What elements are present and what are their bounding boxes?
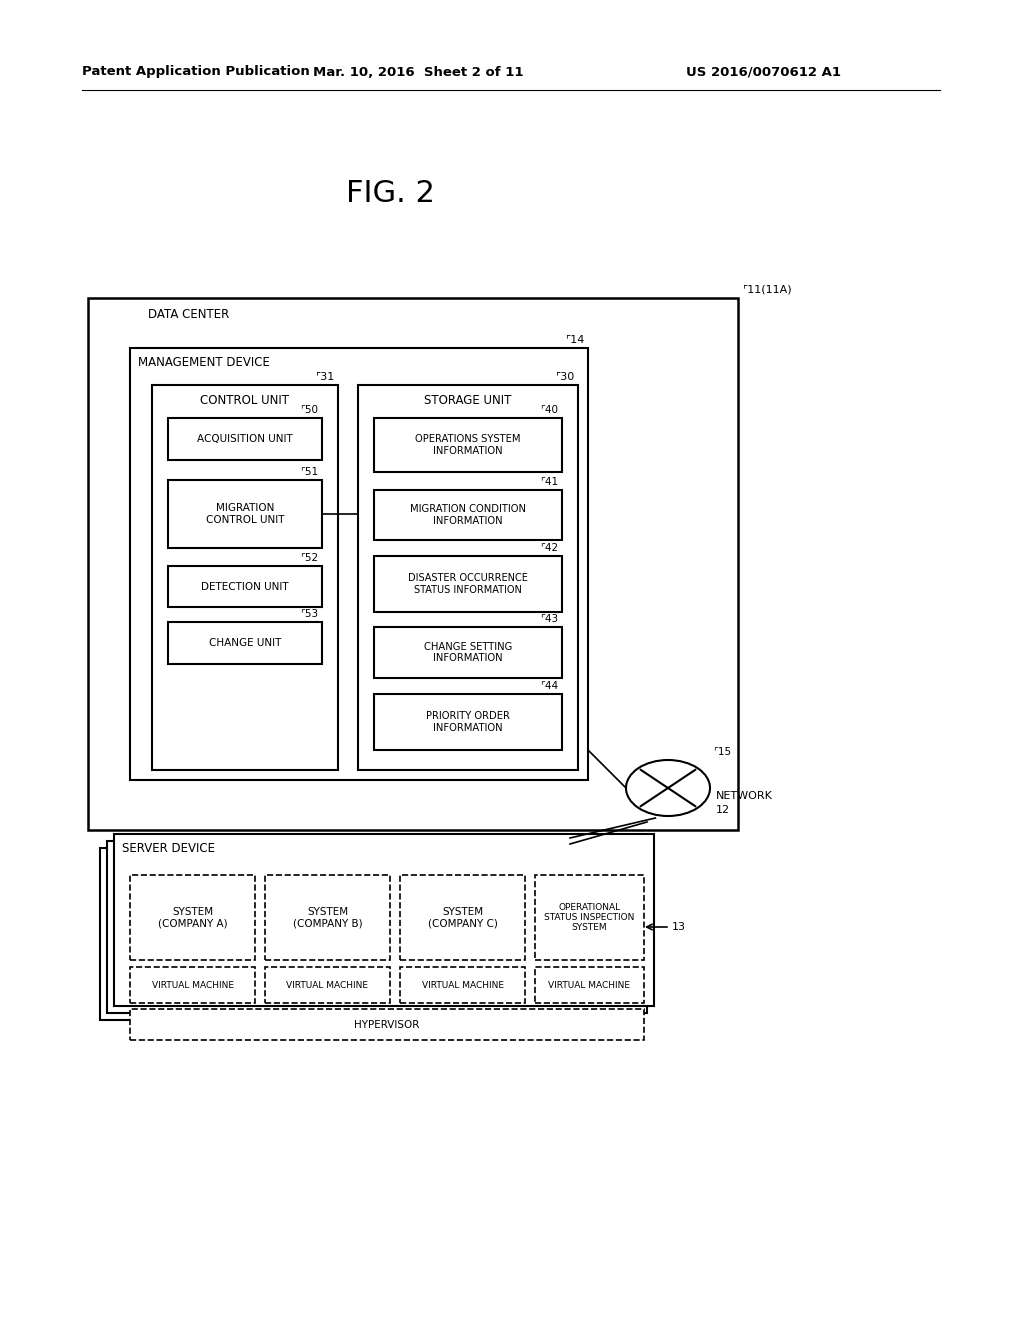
Bar — [168, 622, 322, 664]
Text: VIRTUAL MACHINE: VIRTUAL MACHINE — [549, 981, 631, 990]
Bar — [152, 385, 338, 770]
Text: DISASTER OCCURRENCE
STATUS INFORMATION: DISASTER OCCURRENCE STATUS INFORMATION — [408, 573, 528, 595]
Text: VIRTUAL MACHINE: VIRTUAL MACHINE — [152, 981, 233, 990]
Bar — [100, 847, 640, 1020]
Bar — [374, 694, 562, 750]
Bar — [130, 875, 255, 960]
Text: MANAGEMENT DEVICE: MANAGEMENT DEVICE — [138, 355, 270, 368]
Text: ACQUISITION UNIT: ACQUISITION UNIT — [198, 434, 293, 444]
Bar — [400, 875, 525, 960]
Text: STORAGE UNIT: STORAGE UNIT — [424, 395, 512, 408]
Bar — [130, 1008, 644, 1040]
Text: ⌜51: ⌜51 — [300, 467, 318, 477]
Text: ⌜15: ⌜15 — [713, 747, 731, 756]
Text: US 2016/0070612 A1: US 2016/0070612 A1 — [686, 66, 841, 78]
Text: 12: 12 — [716, 805, 730, 814]
Text: ⌜53: ⌜53 — [300, 609, 318, 619]
Text: MIGRATION
CONTROL UNIT: MIGRATION CONTROL UNIT — [206, 503, 285, 525]
Text: ⌜30: ⌜30 — [555, 372, 574, 381]
Bar — [374, 418, 562, 473]
Bar — [535, 875, 644, 960]
Text: Patent Application Publication: Patent Application Publication — [82, 66, 309, 78]
Text: OPERATIONAL
STATUS INSPECTION
SYSTEM: OPERATIONAL STATUS INSPECTION SYSTEM — [545, 903, 635, 932]
Text: OPERATIONS SYSTEM
INFORMATION: OPERATIONS SYSTEM INFORMATION — [416, 434, 521, 455]
Text: Mar. 10, 2016  Sheet 2 of 11: Mar. 10, 2016 Sheet 2 of 11 — [312, 66, 523, 78]
Bar — [358, 385, 578, 770]
Text: ⌜11(11A): ⌜11(11A) — [742, 284, 792, 294]
Text: ⌜52: ⌜52 — [300, 553, 318, 564]
Text: ⌜40: ⌜40 — [540, 405, 558, 414]
Text: CONTROL UNIT: CONTROL UNIT — [201, 395, 290, 408]
Text: ⌜50: ⌜50 — [300, 405, 318, 414]
Bar — [374, 490, 562, 540]
Bar — [106, 841, 647, 1012]
Bar — [168, 480, 322, 548]
Text: PRIORITY ORDER
INFORMATION: PRIORITY ORDER INFORMATION — [426, 711, 510, 733]
Bar — [168, 418, 322, 459]
Text: SERVER DEVICE: SERVER DEVICE — [122, 842, 215, 854]
Text: SYSTEM
(COMPANY A): SYSTEM (COMPANY A) — [158, 907, 227, 928]
Text: ⌜14: ⌜14 — [564, 335, 584, 345]
Text: CHANGE SETTING
INFORMATION: CHANGE SETTING INFORMATION — [424, 642, 512, 663]
Bar — [265, 875, 390, 960]
Text: SYSTEM
(COMPANY B): SYSTEM (COMPANY B) — [293, 907, 362, 928]
Text: ⌜42: ⌜42 — [540, 543, 558, 553]
Text: 13: 13 — [672, 921, 686, 932]
Bar — [88, 298, 738, 830]
Text: FIG. 2: FIG. 2 — [345, 178, 434, 207]
Text: HYPERVISOR: HYPERVISOR — [354, 1019, 420, 1030]
Bar — [168, 566, 322, 607]
Text: VIRTUAL MACHINE: VIRTUAL MACHINE — [422, 981, 504, 990]
Text: MIGRATION CONDITION
INFORMATION: MIGRATION CONDITION INFORMATION — [410, 504, 526, 525]
Bar — [265, 968, 390, 1003]
Text: ⌜41: ⌜41 — [540, 477, 558, 487]
Bar — [535, 968, 644, 1003]
Bar — [374, 556, 562, 612]
Ellipse shape — [626, 760, 710, 816]
Bar — [130, 968, 255, 1003]
Bar — [400, 968, 525, 1003]
Text: DETECTION UNIT: DETECTION UNIT — [201, 582, 289, 591]
Bar — [374, 627, 562, 678]
Text: ⌜31: ⌜31 — [314, 372, 334, 381]
Text: ⌜43: ⌜43 — [540, 614, 558, 624]
Text: SYSTEM
(COMPANY C): SYSTEM (COMPANY C) — [428, 907, 498, 928]
Bar — [114, 834, 654, 1006]
Text: ⌜44: ⌜44 — [540, 681, 558, 690]
Text: VIRTUAL MACHINE: VIRTUAL MACHINE — [287, 981, 369, 990]
Bar — [130, 348, 588, 780]
Text: NETWORK: NETWORK — [716, 791, 773, 801]
Text: CHANGE UNIT: CHANGE UNIT — [209, 638, 282, 648]
Text: DATA CENTER: DATA CENTER — [148, 308, 229, 321]
